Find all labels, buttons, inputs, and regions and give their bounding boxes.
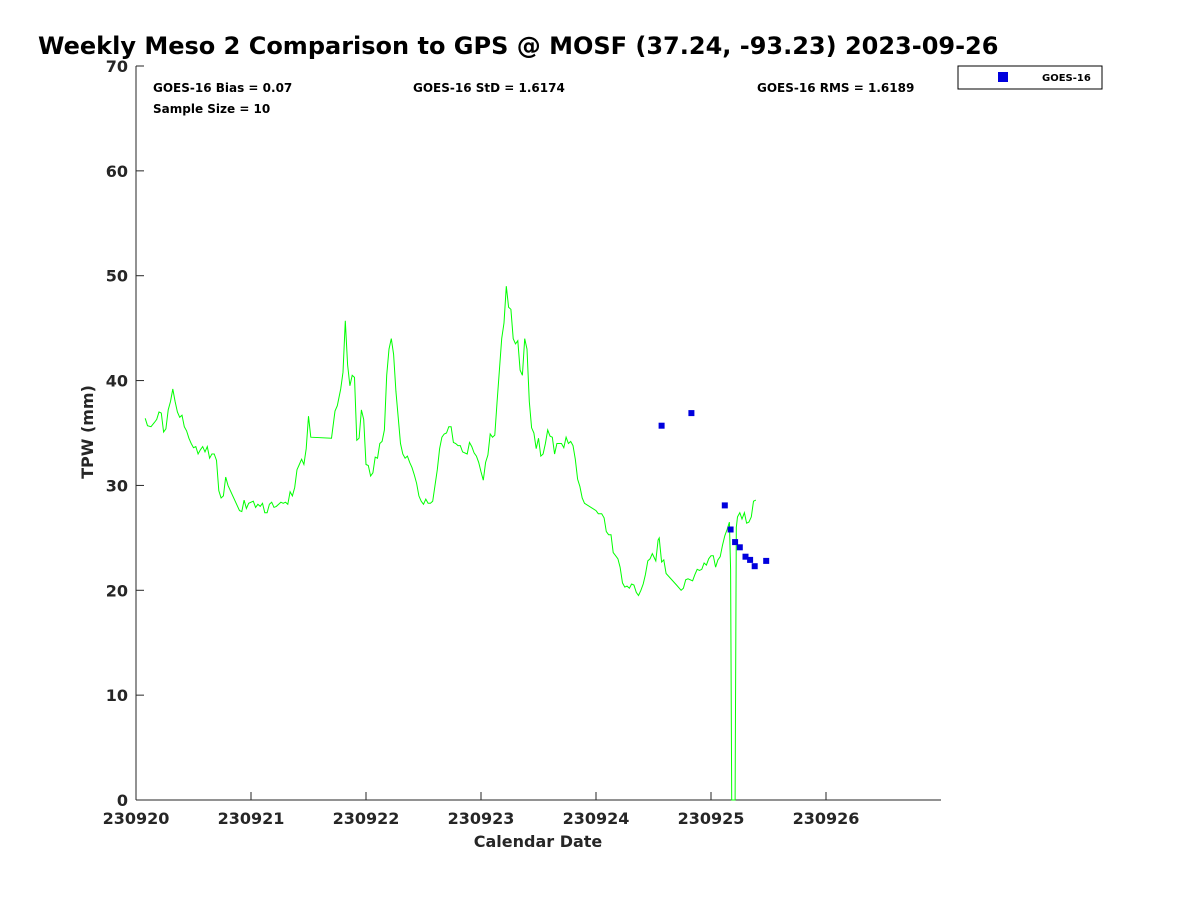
- rms-annotation: GOES-16 RMS = 1.6189: [757, 81, 914, 95]
- y-tick-label: 60: [106, 162, 128, 181]
- goes16-data-point: [721, 502, 728, 509]
- x-tick-label: 230926: [793, 809, 860, 828]
- y-tick-label: 70: [106, 57, 128, 76]
- legend-marker: [998, 72, 1008, 82]
- goes16-data-point: [742, 553, 749, 560]
- std-annotation: GOES-16 StD = 1.6174: [413, 81, 565, 95]
- y-tick-label: 20: [106, 581, 128, 600]
- y-tick-label: 0: [117, 791, 128, 810]
- x-axis-label: Calendar Date: [474, 832, 603, 851]
- goes16-data-point: [736, 544, 743, 551]
- plot-area: 0 10 20 30 40 50 60 70 230920 230921 230922 230923 2…: [103, 57, 941, 828]
- x-tick-label: 230923: [448, 809, 515, 828]
- goes16-data-point: [747, 556, 754, 563]
- x-tick-label: 230921: [218, 809, 285, 828]
- legend: GOES-16: [957, 65, 1103, 90]
- bias-annotation: GOES-16 Bias = 0.07: [153, 81, 292, 95]
- goes16-data-point: [688, 410, 695, 417]
- y-tick-label: 10: [106, 686, 128, 705]
- goes16-data-point: [732, 539, 739, 546]
- y-tick-label: 40: [106, 372, 128, 391]
- legend-label: GOES-16: [1042, 73, 1091, 84]
- chart-title: Weekly Meso 2 Comparison to GPS @ MOSF (…: [38, 32, 998, 60]
- goes16-data-point: [727, 526, 734, 533]
- goes16-data-point: [658, 422, 665, 429]
- legend-box: [957, 65, 1103, 90]
- sample-size-annotation: Sample Size = 10: [153, 102, 270, 116]
- y-axis-label: TPW (mm): [78, 385, 97, 479]
- y-tick-label: 30: [106, 476, 128, 495]
- x-tick-label: 230922: [333, 809, 400, 828]
- x-tick-label: 230920: [103, 809, 170, 828]
- goes16-data-point: [763, 557, 770, 564]
- gps-series-line: [144, 286, 757, 801]
- y-tick-label: 50: [106, 267, 128, 286]
- x-tick-label: 230925: [678, 809, 745, 828]
- goes16-data-point: [751, 563, 758, 570]
- stats-annotations: GOES-16 Bias = 0.07 GOES-16 StD = 1.6174…: [153, 81, 914, 116]
- x-tick-label: 230924: [563, 809, 630, 828]
